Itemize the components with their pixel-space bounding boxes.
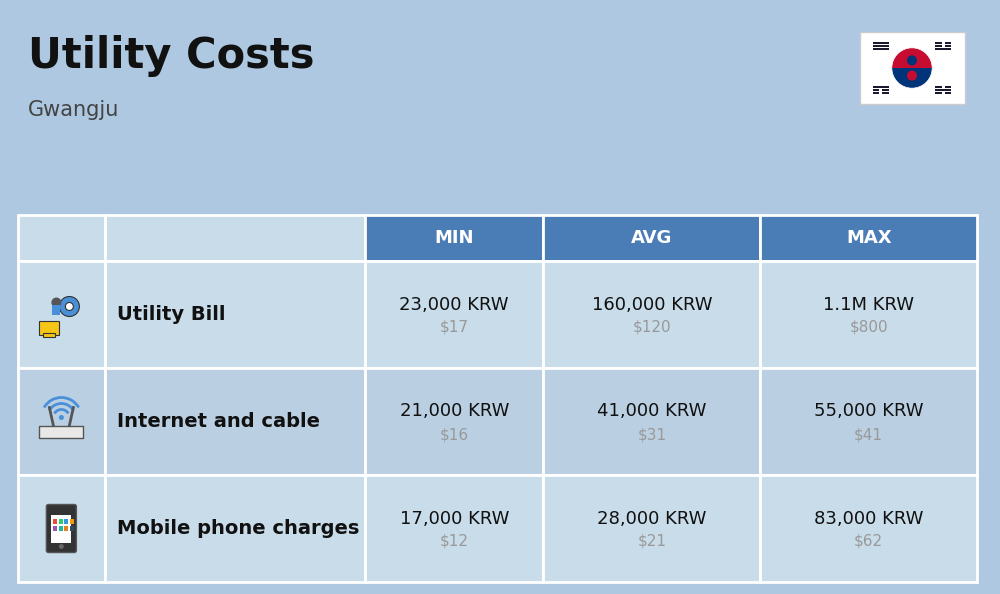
Text: Gwangju: Gwangju [28, 100, 119, 120]
Text: $16: $16 [440, 427, 469, 442]
Bar [873, 48, 889, 50]
Bar [935, 42, 942, 45]
Bar [760, 475, 977, 582]
Bar [18, 475, 105, 582]
Bar [935, 91, 942, 94]
Circle shape [59, 296, 79, 317]
Text: $21: $21 [637, 534, 666, 549]
Text: Utility Costs: Utility Costs [28, 35, 314, 77]
Bar [18, 261, 105, 368]
Bar [18, 215, 105, 261]
Bar [53, 526, 57, 530]
Bar [935, 48, 951, 50]
Text: $12: $12 [440, 534, 469, 549]
Bar [873, 89, 879, 91]
Bar [873, 86, 889, 88]
Bar [70, 519, 74, 523]
Bar [543, 215, 760, 261]
Bar [105, 475, 365, 582]
Text: 28,000 KRW: 28,000 KRW [597, 510, 707, 527]
Text: $41: $41 [854, 427, 883, 442]
Bar [945, 91, 951, 94]
Text: 55,000 KRW: 55,000 KRW [814, 403, 923, 421]
Bar [105, 215, 365, 261]
Bar [945, 86, 951, 88]
Bar [543, 368, 760, 475]
Bar [365, 215, 543, 261]
Text: 21,000 KRW: 21,000 KRW [400, 403, 509, 421]
Bar [43, 333, 55, 336]
Bar [945, 42, 951, 45]
Bar [59, 519, 63, 523]
Bar [53, 519, 57, 523]
Text: Mobile phone charges: Mobile phone charges [117, 519, 359, 538]
Text: MIN: MIN [434, 229, 474, 247]
Bar [873, 45, 889, 47]
Text: $31: $31 [637, 427, 666, 442]
Bar [39, 321, 59, 334]
Bar [64, 519, 68, 523]
Bar [935, 45, 942, 47]
Bar [105, 261, 365, 368]
Text: Utility Bill: Utility Bill [117, 305, 225, 324]
Bar [873, 91, 879, 94]
Bar [18, 368, 105, 475]
Wedge shape [892, 68, 932, 88]
Text: 160,000 KRW: 160,000 KRW [592, 295, 712, 314]
Bar [51, 514, 71, 542]
Bar [760, 261, 977, 368]
Text: Internet and cable: Internet and cable [117, 412, 320, 431]
FancyBboxPatch shape [46, 504, 76, 552]
Circle shape [907, 71, 917, 81]
Circle shape [65, 302, 73, 311]
Text: MAX: MAX [846, 229, 892, 247]
Text: 41,000 KRW: 41,000 KRW [597, 403, 707, 421]
Circle shape [51, 298, 61, 308]
Bar [882, 89, 889, 91]
Bar [543, 475, 760, 582]
Bar [760, 368, 977, 475]
Text: 23,000 KRW: 23,000 KRW [399, 295, 509, 314]
Bar [365, 368, 543, 475]
Circle shape [59, 415, 64, 420]
Bar [70, 526, 74, 530]
Bar [365, 475, 543, 582]
Bar [59, 526, 63, 530]
Text: 17,000 KRW: 17,000 KRW [400, 510, 509, 527]
Bar [52, 305, 60, 314]
Text: $800: $800 [849, 320, 888, 335]
Bar [882, 91, 889, 94]
Text: $17: $17 [440, 320, 469, 335]
Bar [365, 261, 543, 368]
Bar [760, 215, 977, 261]
Text: 1.1M KRW: 1.1M KRW [823, 295, 914, 314]
Text: $120: $120 [633, 320, 671, 335]
Bar [935, 86, 942, 88]
Bar [873, 42, 889, 45]
Bar [945, 45, 951, 47]
Bar [105, 368, 365, 475]
Bar [64, 526, 68, 530]
Wedge shape [892, 48, 932, 68]
Bar [935, 89, 951, 91]
Text: AVG: AVG [631, 229, 673, 247]
Circle shape [59, 544, 64, 549]
Text: $62: $62 [854, 534, 883, 549]
Text: 83,000 KRW: 83,000 KRW [814, 510, 923, 527]
Bar [543, 261, 760, 368]
Bar [39, 425, 83, 438]
Circle shape [907, 55, 917, 65]
FancyBboxPatch shape [860, 32, 964, 104]
